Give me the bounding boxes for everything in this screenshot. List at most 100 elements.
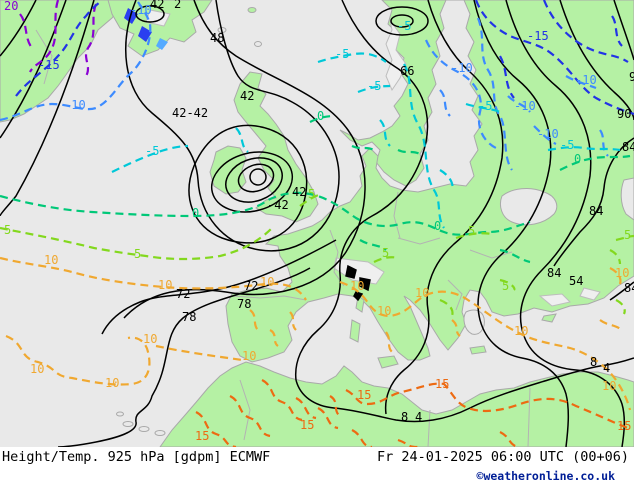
height-contours — [0, 0, 634, 448]
contour-label: 48 — [210, 31, 224, 45]
contour-label: -15 — [527, 29, 549, 43]
contour-label: -42 — [267, 198, 289, 212]
contour-label: 0 — [317, 109, 324, 123]
contour-label: 10 — [242, 349, 256, 363]
contour-label: 10 — [105, 376, 119, 390]
contour-label: 42 — [150, 0, 164, 11]
contour-label: 10 — [350, 279, 364, 293]
temp-contours-15 — [195, 379, 629, 449]
island-canary-3 — [154, 430, 166, 436]
sea-caspian — [620, 177, 634, 221]
land-africa — [159, 361, 634, 448]
contour-label: -5 — [478, 99, 492, 113]
contour-label: 66 — [400, 64, 414, 78]
contour-label: 0 — [192, 206, 199, 220]
weather-map: 422484242-4242-4266909848484548484847272… — [0, 0, 634, 449]
contour-label: 5 — [4, 223, 11, 237]
contour-label: 8 — [590, 355, 597, 369]
contour-label: 10 — [44, 253, 58, 267]
contour-label: 15 — [617, 419, 631, 433]
contour-label: 72 — [244, 279, 258, 293]
contour-label: 10 — [143, 332, 157, 346]
temp-contour-labels: 20-15-15-10-10-10-10-10-10-5-5-5-5-5-500… — [4, 0, 631, 443]
map-datetime: Fr 24-01-2025 06:00 UTC (00+06) — [377, 449, 629, 465]
temp-contours-minus5 — [111, 52, 621, 229]
temp-contours-minus15 — [15, 0, 634, 116]
contour-label: 5 — [624, 228, 631, 242]
contour-label: -10 — [64, 98, 86, 112]
contour-label: 78 — [237, 297, 251, 311]
island-canary-2 — [138, 426, 150, 432]
contour-label: 15 — [357, 388, 371, 402]
contour-label: 5 — [468, 224, 475, 238]
weather-map-svg: 422484242-4242-4266909848484548484847272… — [0, 0, 634, 449]
island-canary-1 — [122, 421, 134, 427]
copyright-link[interactable]: ©weatheronline.co.uk — [476, 469, 615, 483]
landmasses — [0, 0, 634, 448]
contour-label: 10 — [377, 304, 391, 318]
island-shetland — [254, 41, 262, 47]
contour-label: -5 — [397, 19, 411, 33]
height-contour-labels: 422484242-4242-4266909848484548484847272… — [150, 0, 634, 424]
land-greenland — [0, 0, 127, 123]
contour-label: -5 — [367, 79, 381, 93]
land-jan-mayen — [247, 7, 257, 13]
contour-label: 4 — [603, 361, 610, 375]
contour-label: 5 — [382, 246, 389, 260]
contour-label: 10 — [415, 286, 429, 300]
sea-black-sea — [499, 188, 558, 226]
contour-label: -10 — [130, 3, 152, 17]
contour-label: -15 — [38, 58, 60, 72]
contour-label: 42-42 — [172, 106, 208, 120]
contour-label: 5 — [308, 187, 315, 201]
cold-patch-3 — [156, 38, 168, 50]
temp-contours-minus10 — [0, 1, 609, 171]
contour-label: 42 — [292, 185, 306, 199]
contour-label: 15 — [195, 429, 209, 443]
contour-label: 4 — [415, 410, 422, 424]
contour-label: -10 — [514, 99, 536, 113]
contour-label: 84 — [622, 140, 634, 154]
contour-label: 0 — [434, 219, 441, 233]
terrain-alps — [333, 257, 385, 285]
contour-label: 54 — [569, 274, 583, 288]
contour-label: -10 — [537, 127, 559, 141]
contour-label: 78 — [182, 310, 196, 324]
footer: Height/Temp. 925 hPa [gdpm] ECMWF Fr 24-… — [0, 449, 634, 466]
contour-label: 5 — [134, 247, 141, 261]
contour-label: 10 — [602, 379, 616, 393]
contour-label: 0 — [574, 152, 581, 166]
contour-label: 10 — [30, 362, 44, 376]
temp-contours-10 — [0, 256, 632, 411]
contour-label: 10 — [158, 278, 172, 292]
contour-label: 5 — [502, 279, 509, 293]
contour-label: 8 — [401, 410, 408, 424]
map-title: Height/Temp. 925 hPa [gdpm] ECMWF — [2, 449, 271, 465]
temp-contours-minus20 — [19, 0, 98, 77]
contour-label: 10 — [615, 266, 629, 280]
contour-label: -5 — [560, 138, 574, 152]
contour-label: 42 — [240, 89, 254, 103]
contour-label: 10 — [260, 275, 274, 289]
contour-label: -10 — [451, 61, 473, 75]
contour-label: 2 — [174, 0, 181, 11]
temp-contours-5 — [0, 192, 634, 317]
land-scandinavia — [339, 0, 447, 187]
terrain-norway-mountains — [385, 19, 407, 92]
cold-patch-2 — [138, 26, 152, 42]
contour-label: 9 — [629, 70, 634, 84]
contour-label: 84 — [547, 266, 561, 280]
contour-label: 72 — [176, 287, 190, 301]
contour-label: 15 — [435, 377, 449, 391]
contour-label: -5 — [335, 47, 349, 61]
land-sardinia — [349, 319, 361, 343]
contour-label: -10 — [575, 73, 597, 87]
land-crete — [469, 345, 487, 355]
contour-label: -5 — [145, 144, 159, 158]
island-madeira — [116, 411, 124, 417]
land-sicily — [377, 355, 399, 369]
contour-label: 84 — [589, 204, 603, 218]
contour-label: 15 — [300, 418, 314, 432]
contour-label: 90 — [617, 107, 631, 121]
terrain-anatolia-2 — [579, 287, 601, 301]
